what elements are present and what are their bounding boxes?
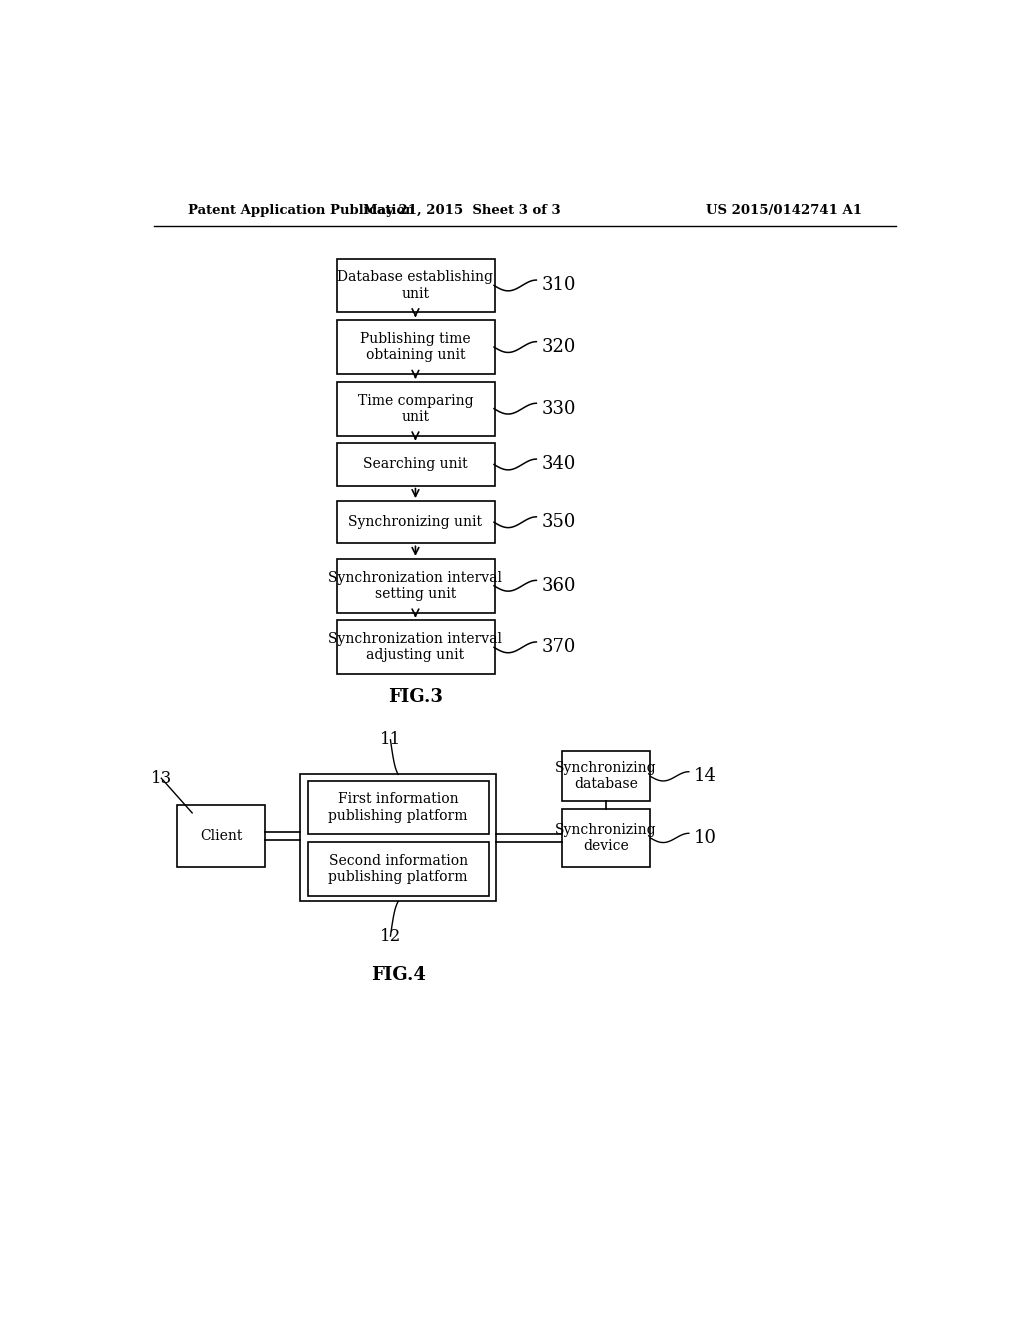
Bar bbox=[337, 620, 495, 675]
Bar bbox=[337, 259, 495, 313]
Text: Publishing time
obtaining unit: Publishing time obtaining unit bbox=[360, 331, 471, 362]
Text: 340: 340 bbox=[542, 455, 577, 474]
Text: Synchronization interval
setting unit: Synchronization interval setting unit bbox=[329, 570, 503, 601]
Text: Synchronizing
device: Synchronizing device bbox=[555, 822, 656, 853]
Bar bbox=[562, 809, 650, 867]
Text: 370: 370 bbox=[542, 639, 577, 656]
Bar bbox=[307, 842, 488, 896]
Text: Time comparing
unit: Time comparing unit bbox=[357, 393, 473, 424]
Text: FIG.3: FIG.3 bbox=[388, 689, 443, 706]
Text: Synchronizing
database: Synchronizing database bbox=[555, 762, 656, 792]
Text: 360: 360 bbox=[542, 577, 577, 595]
Text: Searching unit: Searching unit bbox=[364, 458, 468, 471]
Text: 330: 330 bbox=[542, 400, 577, 417]
Text: Database establishing
unit: Database establishing unit bbox=[338, 271, 494, 301]
Text: 320: 320 bbox=[542, 338, 577, 356]
Text: May 21, 2015  Sheet 3 of 3: May 21, 2015 Sheet 3 of 3 bbox=[362, 205, 560, 218]
Text: Client: Client bbox=[200, 829, 243, 843]
Text: FIG.4: FIG.4 bbox=[371, 966, 426, 983]
Bar bbox=[562, 751, 650, 801]
Text: 11: 11 bbox=[380, 731, 401, 748]
Bar bbox=[307, 780, 488, 834]
Bar bbox=[337, 502, 495, 544]
Text: Synchronizing unit: Synchronizing unit bbox=[348, 515, 482, 529]
Text: Synchronization interval
adjusting unit: Synchronization interval adjusting unit bbox=[329, 632, 503, 663]
Text: Second information
publishing platform: Second information publishing platform bbox=[329, 854, 468, 884]
Bar bbox=[177, 805, 265, 867]
Text: 350: 350 bbox=[542, 513, 577, 531]
Text: 310: 310 bbox=[542, 276, 577, 294]
Text: 14: 14 bbox=[694, 767, 717, 785]
Text: Patent Application Publication: Patent Application Publication bbox=[188, 205, 415, 218]
Text: 12: 12 bbox=[380, 928, 401, 945]
Bar bbox=[300, 775, 497, 902]
Bar bbox=[337, 444, 495, 486]
Text: US 2015/0142741 A1: US 2015/0142741 A1 bbox=[707, 205, 862, 218]
Text: 13: 13 bbox=[151, 770, 172, 787]
Text: First information
publishing platform: First information publishing platform bbox=[329, 792, 468, 822]
Bar bbox=[337, 321, 495, 374]
Bar bbox=[337, 558, 495, 612]
Bar bbox=[337, 381, 495, 436]
Text: 10: 10 bbox=[694, 829, 717, 847]
